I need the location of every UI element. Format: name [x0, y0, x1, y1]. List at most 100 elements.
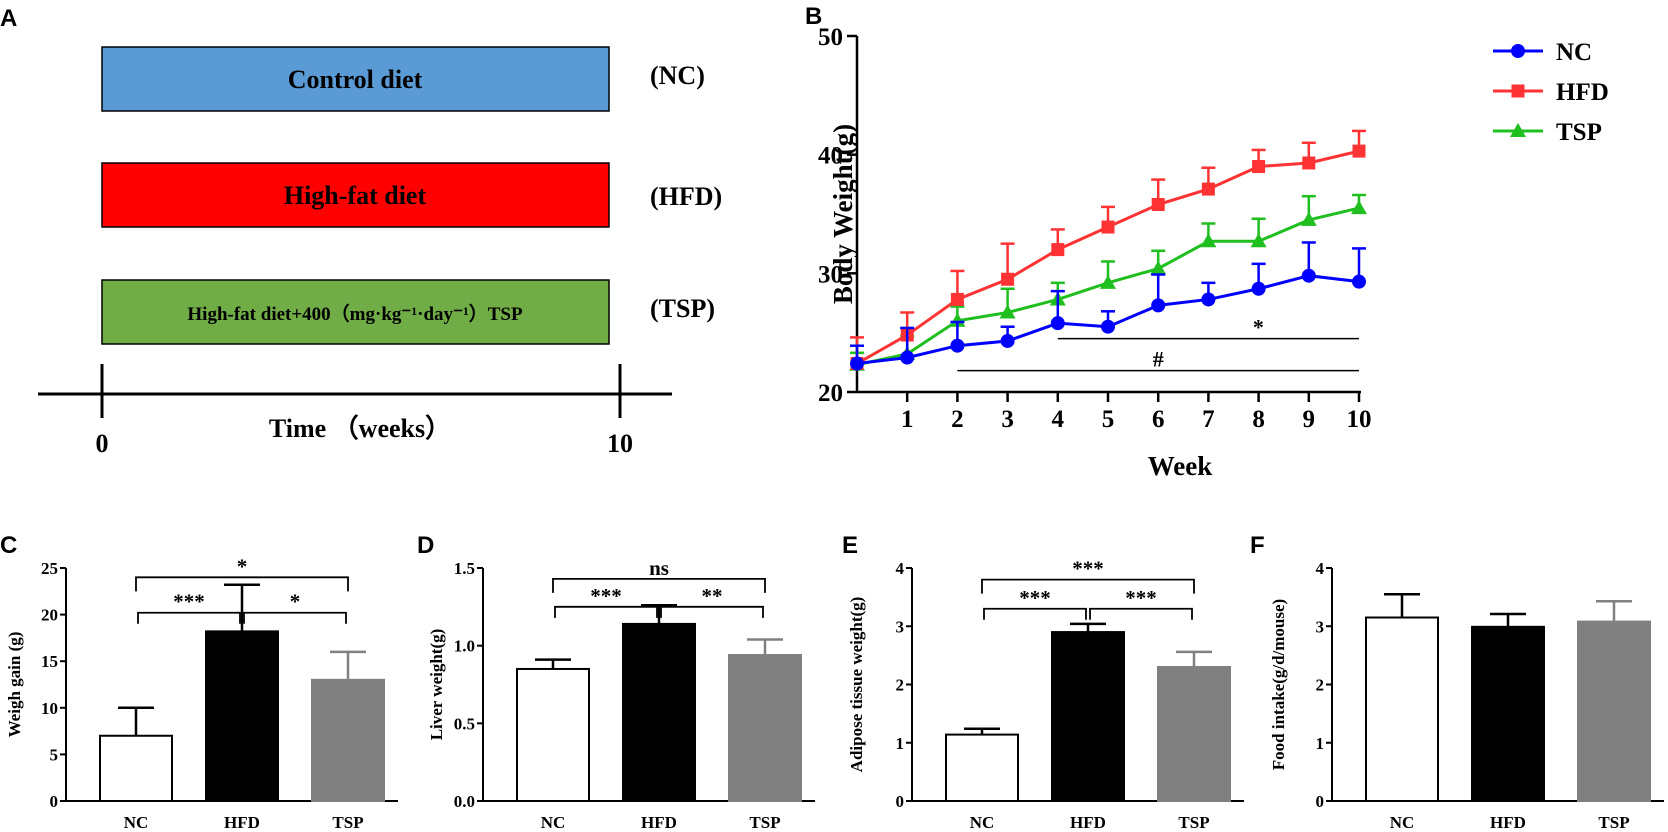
significance-marker: * [237, 554, 248, 578]
y-tick-label: 20 [41, 606, 58, 625]
legend-label: NC [1556, 39, 1592, 66]
data-point [1050, 316, 1065, 331]
significance-bracket [137, 611, 241, 624]
significance-bracket [981, 578, 1195, 594]
x-tick-label: 5 [1102, 406, 1115, 433]
y-tick-label: 0.0 [454, 792, 475, 811]
control-diet-label: Control diet [288, 65, 423, 94]
tsp-group-label: (TSP) [650, 294, 715, 323]
significance-bracket [552, 577, 766, 593]
bar-hfd [1471, 625, 1545, 803]
bar-nc [99, 734, 173, 803]
panel-label-a: A [0, 5, 17, 32]
x-tick-label: NC [1390, 813, 1415, 832]
legend-marker [1510, 123, 1526, 137]
y-tick-label: 0 [50, 792, 59, 811]
data-point [1352, 274, 1366, 289]
data-point [1101, 319, 1115, 334]
data-point [1100, 274, 1116, 289]
y-tick-label: 3 [896, 617, 905, 636]
bar-nc [945, 733, 1019, 802]
tsp-diet-label: High-fat diet+400（mg·kg⁻¹·day⁻¹）TSP [187, 302, 523, 325]
y-tick-label: 10 [41, 699, 58, 718]
y-axis-title: Weigh gain (g) [5, 632, 24, 738]
high-fat-diet-box [101, 162, 610, 228]
significance-marker: * [1253, 315, 1264, 340]
bar-tsp [1577, 620, 1651, 803]
y-tick-label: 0 [896, 792, 905, 811]
data-point [1301, 268, 1316, 283]
y-tick-label: 40 [818, 143, 843, 170]
nc-group-label: (NC) [650, 61, 705, 90]
y-tick-label: 50 [818, 24, 843, 51]
y-tick-label: 25 [41, 559, 58, 578]
significance-marker: *** [1019, 586, 1051, 610]
bar-hfd [1051, 631, 1125, 803]
series-nc [850, 241, 1366, 371]
significance-bracket [983, 607, 1087, 620]
data-point [1251, 281, 1266, 296]
data-point [950, 338, 965, 353]
data-point [1351, 200, 1367, 215]
bar-tsp [311, 678, 385, 803]
data-point [999, 304, 1016, 319]
x-tick-label: NC [124, 813, 149, 832]
x-tick-label: HFD [1070, 813, 1106, 832]
y-tick-label: 5 [50, 745, 59, 764]
data-point [1051, 243, 1065, 257]
significance-marker: *** [1125, 586, 1157, 610]
data-point [1252, 160, 1266, 174]
y-tick-label: 4 [1316, 559, 1325, 578]
data-point [1101, 220, 1115, 234]
bar-tsp [728, 653, 802, 803]
significance-marker: # [1153, 347, 1164, 372]
data-point [1300, 211, 1317, 226]
y-axis-title: Body Weight(g) [828, 124, 858, 304]
significance-bracket [660, 605, 764, 618]
legend-marker [1511, 44, 1525, 58]
panel-label-f: F [1250, 532, 1265, 559]
x-axis-title: Week [1148, 451, 1213, 481]
data-point [900, 350, 915, 365]
x-tick-label: 10 [1347, 406, 1372, 433]
significance-bracket [135, 576, 349, 592]
data-point [1250, 233, 1267, 248]
x-tick-label: TSP [749, 813, 780, 832]
x-tick-label: 3 [1001, 406, 1014, 433]
y-tick-label: 0 [1316, 792, 1325, 811]
x-tick-label: NC [541, 813, 566, 832]
significance-marker: * [290, 590, 301, 614]
y-tick-label: 0.5 [454, 714, 475, 733]
bar-tsp [1157, 666, 1231, 803]
x-tick-label: 4 [1052, 406, 1065, 433]
timeline-axis-label: Time （weeks） [269, 414, 451, 443]
y-tick-label: 1.5 [454, 559, 475, 578]
bar-nc [516, 667, 590, 803]
x-tick-label: TSP [332, 813, 363, 832]
legend: NC HFD TSP [1493, 39, 1609, 146]
significance-marker: ** [702, 584, 723, 608]
significance-bracket [1089, 607, 1193, 620]
significance-marker: ns [649, 556, 669, 580]
significance-bracket [243, 611, 347, 624]
data-point [1151, 298, 1166, 313]
panel-e-bar-chart: E 0 1 2 3 4 Adipose tissue weight(g) NC HFD TSP *… [842, 532, 1244, 832]
y-tick-label: 1 [896, 734, 905, 753]
y-tick-label: 1.0 [454, 637, 475, 656]
legend-label: TSP [1556, 119, 1602, 146]
significance-marker: *** [173, 590, 205, 614]
y-tick-label: 20 [818, 380, 843, 407]
data-point [1201, 182, 1215, 196]
panel-label-d: D [417, 532, 434, 559]
x-tick-label: HFD [224, 813, 260, 832]
x-tick-label: 1 [901, 406, 914, 433]
data-point [1150, 260, 1167, 275]
data-point [1151, 198, 1165, 212]
high-fat-diet-label: High-fat diet [284, 181, 427, 210]
significance-marker: *** [590, 584, 622, 608]
data-point [950, 292, 964, 306]
x-tick-label: TSP [1178, 813, 1209, 832]
